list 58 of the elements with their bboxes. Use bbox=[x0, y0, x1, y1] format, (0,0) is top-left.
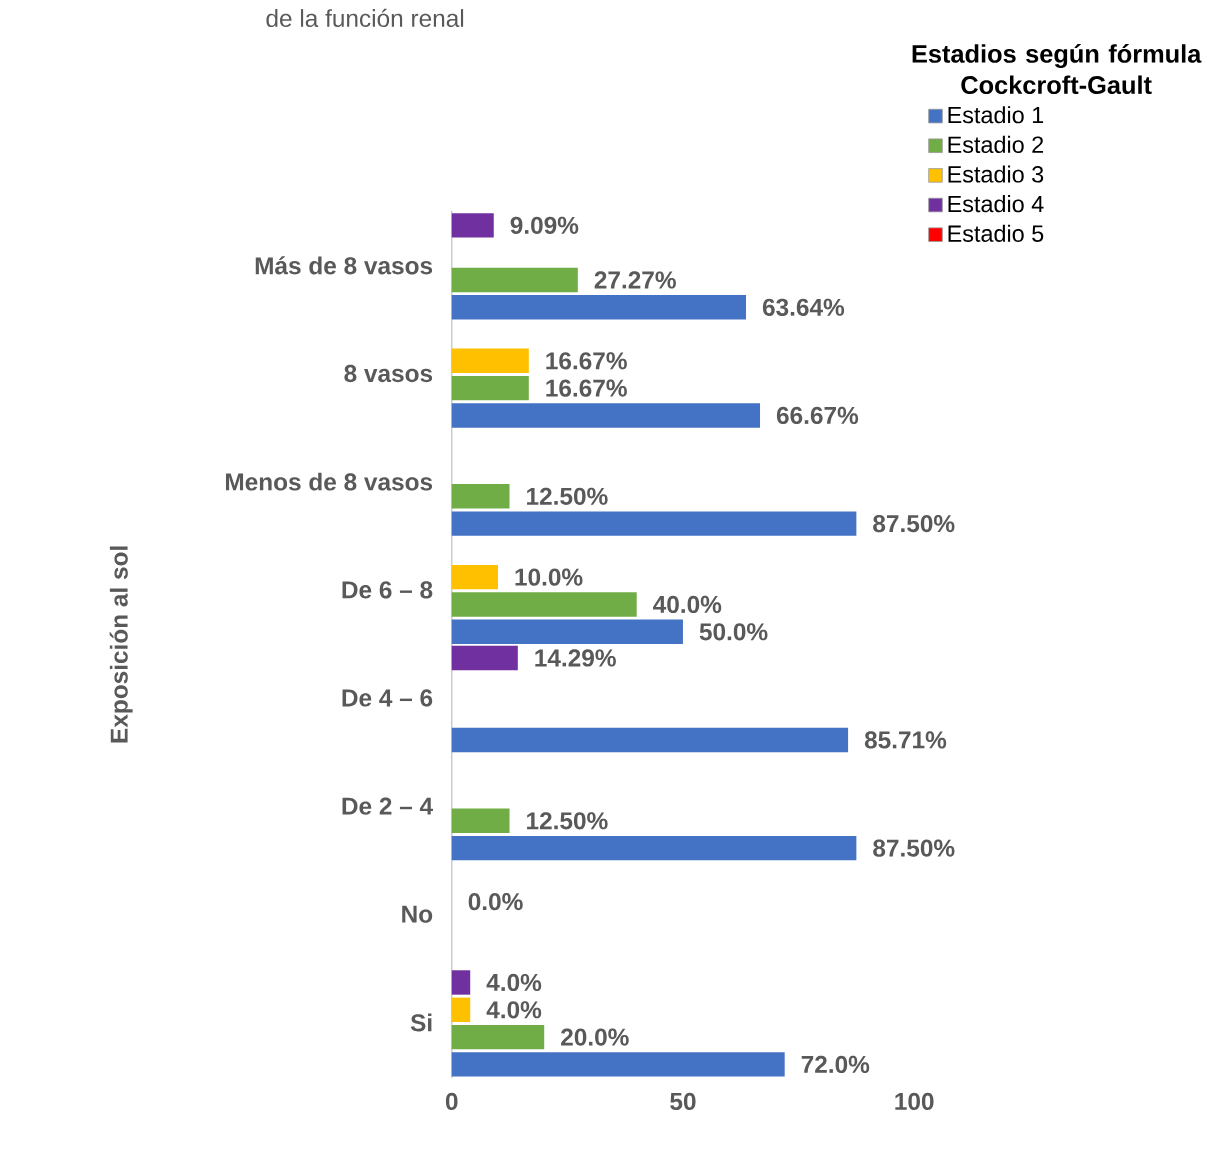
data-label: 0.0% bbox=[468, 892, 523, 911]
data-label: 66.67% bbox=[776, 406, 859, 425]
data-label: 16.67% bbox=[546, 379, 627, 397]
legend-label: Estadio 4 bbox=[948, 195, 1044, 213]
data-label: 12.50% bbox=[527, 487, 608, 505]
legend-label: Estadio 2 bbox=[948, 135, 1044, 153]
legend-label: Estadio 5 bbox=[948, 224, 1044, 242]
legend-title: Estadios según fórmula Cockcroft-Gault bbox=[912, 43, 1202, 95]
x-tick-label: 0 bbox=[445, 1092, 458, 1111]
bar bbox=[451, 484, 510, 509]
bar bbox=[451, 295, 747, 320]
bar bbox=[451, 808, 510, 833]
y-tick-label: De 4 – 6 bbox=[342, 689, 433, 707]
bar bbox=[451, 645, 518, 671]
bar bbox=[451, 348, 529, 373]
bar bbox=[451, 619, 683, 644]
bar bbox=[451, 970, 471, 995]
data-label: 16.67% bbox=[546, 352, 627, 370]
data-label: 10.0% bbox=[515, 568, 583, 586]
data-label: 20.0% bbox=[561, 1028, 629, 1046]
y-tick-label: 8 vasos bbox=[344, 364, 433, 383]
x-tick-label: 100 bbox=[895, 1092, 934, 1111]
bar bbox=[451, 1052, 785, 1077]
data-label: 27.27% bbox=[594, 271, 676, 289]
bar bbox=[451, 511, 857, 536]
y-tick-label: De 6 – 8 bbox=[342, 581, 433, 599]
data-label: 4.0% bbox=[486, 973, 542, 992]
bar bbox=[451, 267, 578, 293]
chart-title: de la función renal bbox=[266, 8, 464, 28]
data-label: 87.50% bbox=[873, 839, 955, 857]
data-label: 9.09% bbox=[510, 216, 579, 234]
bar bbox=[451, 403, 761, 428]
data-label: 63.64% bbox=[762, 298, 845, 316]
bar bbox=[451, 727, 849, 753]
data-label: 4.0% bbox=[486, 1001, 542, 1019]
data-label: 12.50% bbox=[527, 812, 608, 830]
bar bbox=[451, 213, 494, 238]
data-label: 85.71% bbox=[864, 731, 947, 749]
legend-label: Estadio 3 bbox=[948, 165, 1044, 183]
data-label: 87.50% bbox=[873, 514, 955, 533]
y-tick-label: De 2 – 4 bbox=[342, 797, 433, 815]
legend-label: Estadio 1 bbox=[948, 106, 1044, 124]
y-axis-title: Exposición al sol bbox=[109, 546, 133, 743]
data-label: 50.0% bbox=[699, 623, 768, 641]
data-label: 72.0% bbox=[801, 1055, 870, 1074]
bar bbox=[451, 592, 637, 617]
y-tick-label: No bbox=[402, 905, 433, 923]
bar bbox=[451, 564, 498, 590]
bar bbox=[451, 375, 529, 401]
y-tick-label: Más de 8 vasos bbox=[255, 256, 433, 275]
y-tick-label: Menos de 8 vasos bbox=[225, 472, 433, 491]
data-label: 40.0% bbox=[653, 595, 722, 614]
x-tick-label: 50 bbox=[670, 1092, 696, 1111]
data-label: 14.29% bbox=[535, 649, 616, 667]
bar bbox=[451, 1024, 545, 1050]
y-tick-label: Si bbox=[410, 1013, 432, 1032]
bar bbox=[451, 835, 857, 861]
bar bbox=[451, 997, 471, 1022]
